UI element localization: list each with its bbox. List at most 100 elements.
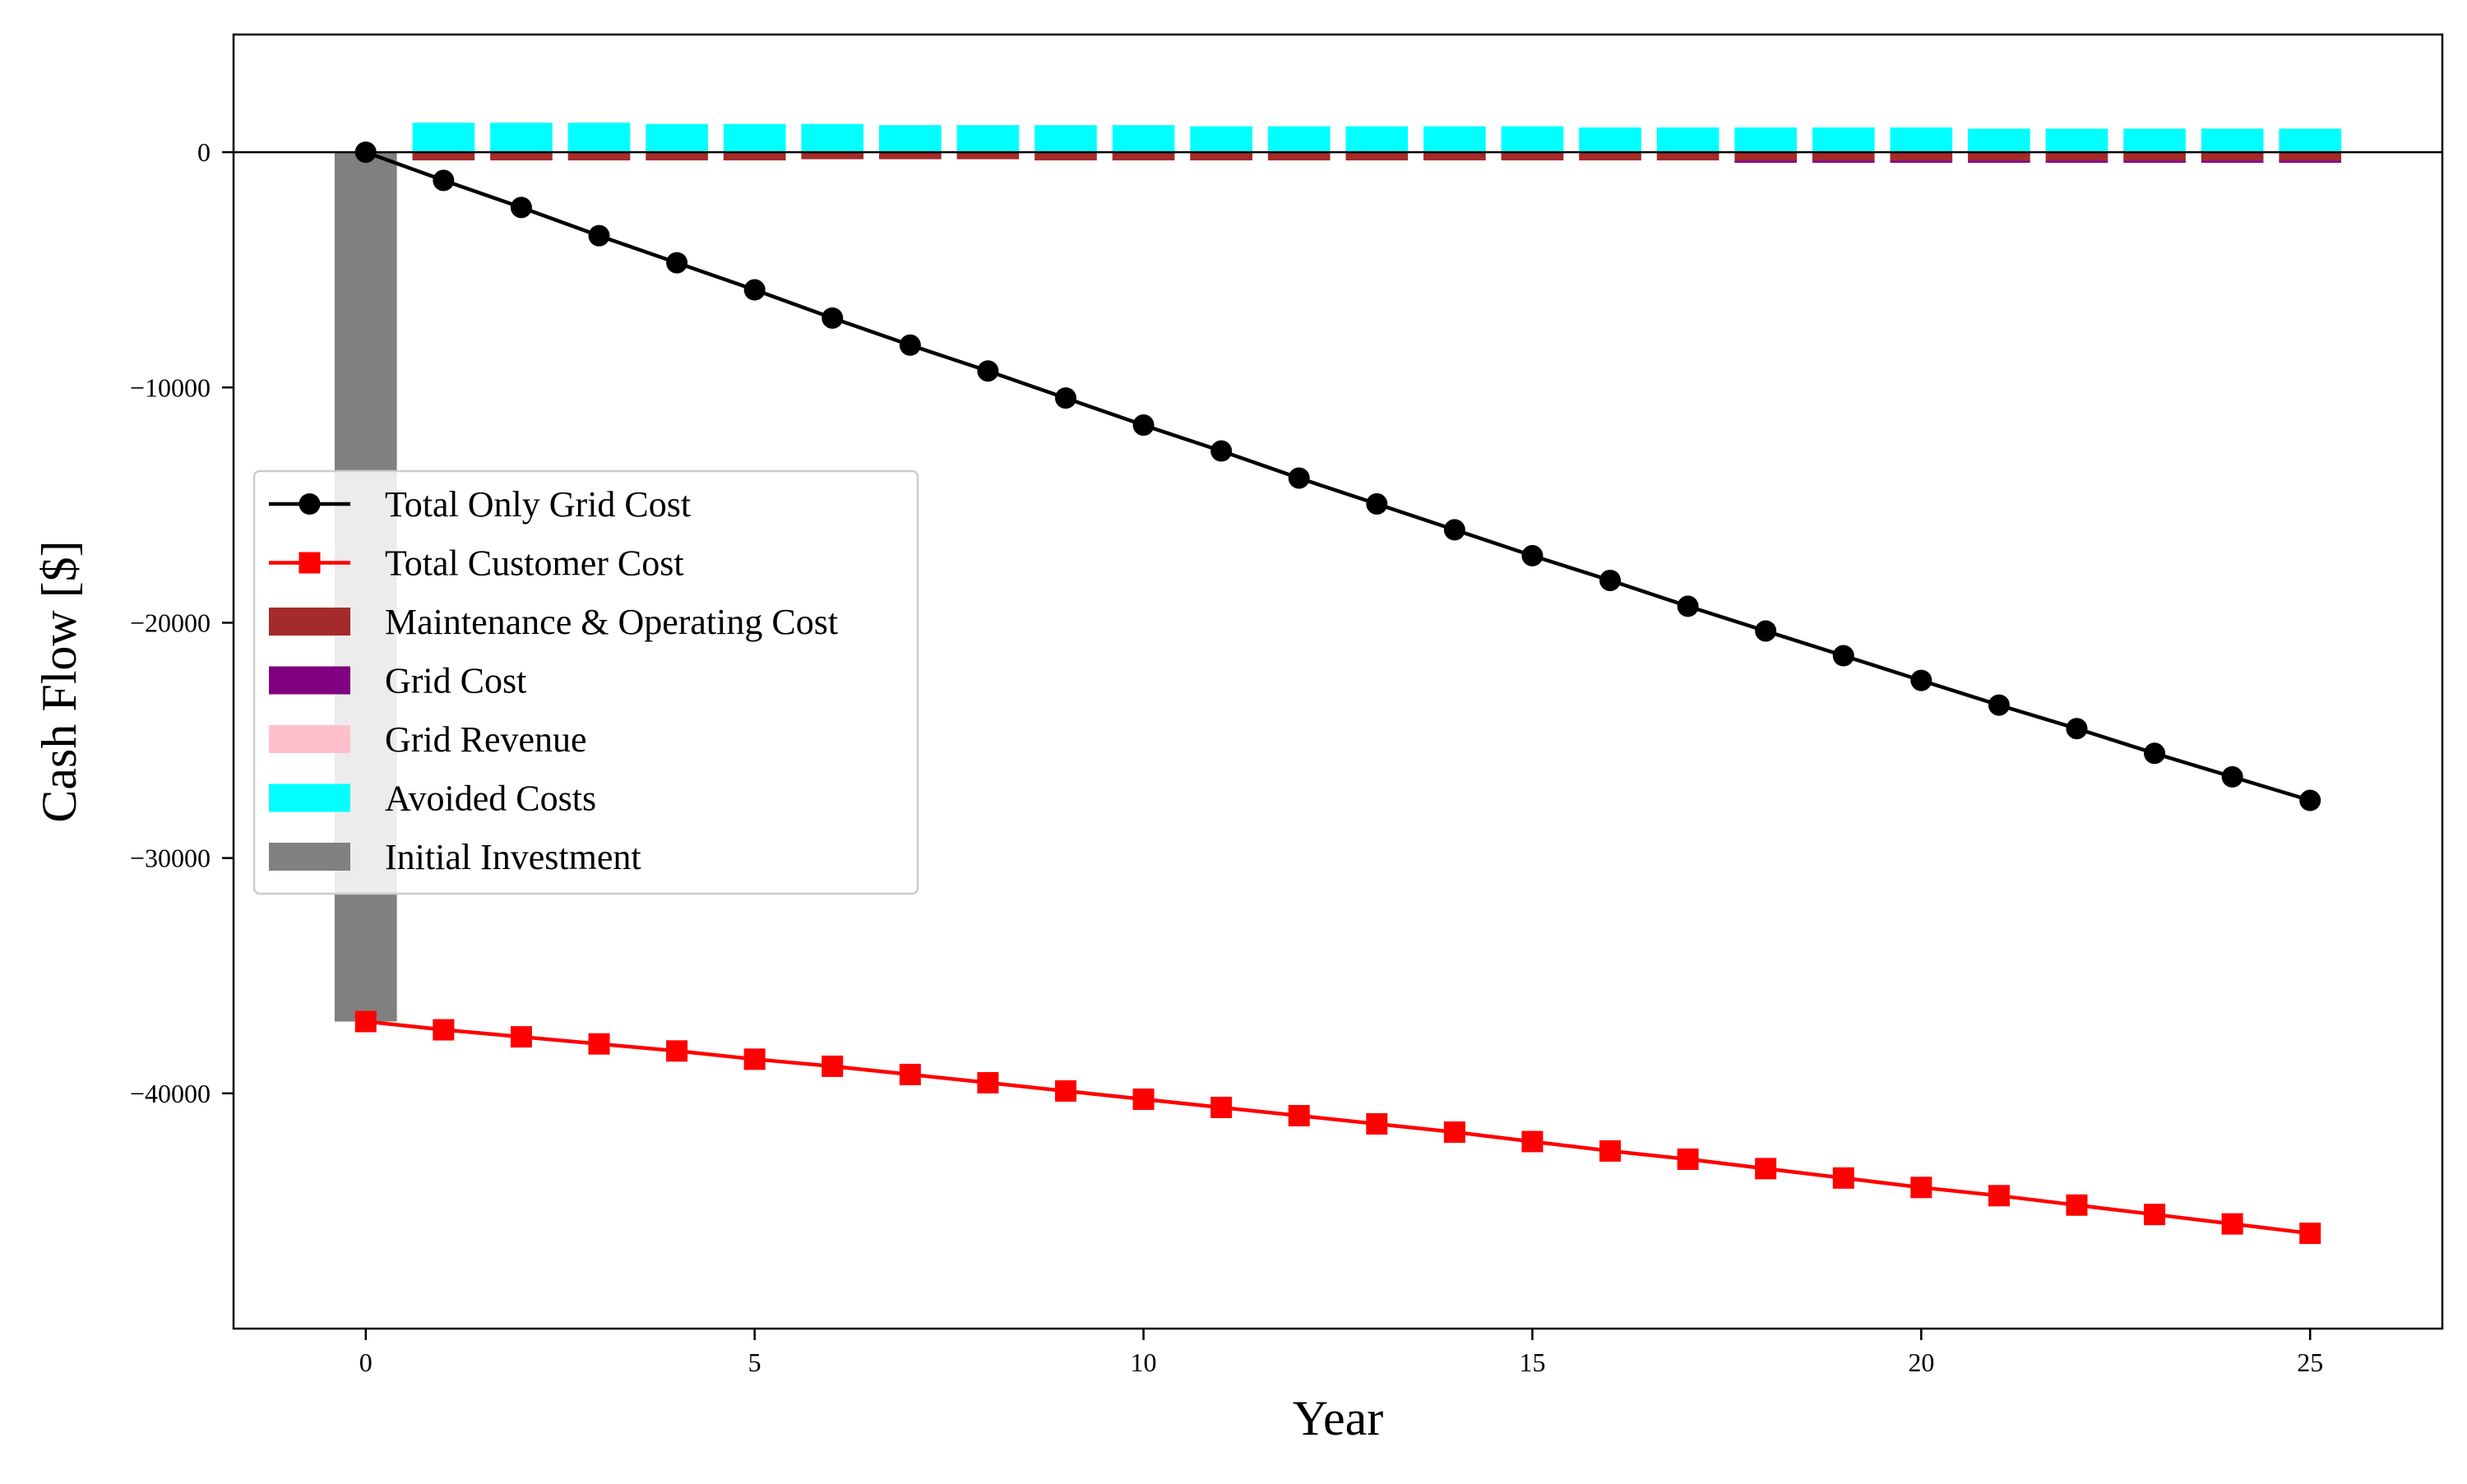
total-customer-cost-point — [1910, 1177, 1932, 1199]
grid-cost-legend-swatch — [269, 666, 350, 695]
total-only-grid-cost-point — [743, 279, 766, 301]
total-customer-cost-point — [1521, 1130, 1544, 1153]
total-customer-cost-legend-label: Total Customer Cost — [385, 543, 684, 584]
grid-cost-legend-label: Grid Cost — [385, 661, 526, 701]
total-customer-cost-point — [1443, 1121, 1465, 1144]
avoided-costs-legend-label: Avoided Costs — [385, 779, 596, 819]
total-customer-cost-point — [743, 1048, 766, 1070]
avoided-costs-bar — [1734, 127, 1798, 153]
total-customer-cost-line — [365, 1019, 2311, 1236]
avoided-costs-legend-swatch — [269, 784, 350, 812]
grid-cost-bar — [2045, 160, 2108, 163]
total-customer-cost-point — [899, 1063, 921, 1085]
total-customer-cost-point — [1677, 1148, 1699, 1170]
total-only-grid-cost-point — [1054, 387, 1076, 409]
avoided-costs-bar — [956, 125, 1020, 153]
x-tick-label: 25 — [2297, 1348, 2323, 1377]
total-only-grid-cost-point — [1832, 645, 1854, 667]
maintenance-and-operating-cost-bar — [1812, 152, 1875, 161]
total-only-grid-cost-point — [588, 224, 610, 247]
avoided-costs-bar — [1423, 126, 1486, 153]
total-only-grid-cost-point — [2299, 789, 2321, 811]
maintenance-and-operating-cost-legend-label: Maintenance & Operating Cost — [385, 602, 838, 642]
ticks-layer: 0 5 10 15 20 25 0 −10000 −20000 −30000 −40000 — [130, 137, 2323, 1377]
total-only-grid-cost-point — [1755, 620, 1777, 642]
total-customer-cost-point — [1288, 1105, 1310, 1127]
total-only-grid-cost-point — [2144, 742, 2166, 765]
total-only-grid-cost-point — [1288, 467, 1310, 489]
legend: Total Only Grid Cost Total Customer Cost M… — [252, 469, 919, 895]
total-only-grid-cost-point — [2066, 718, 2088, 740]
maintenance-and-operating-cost-bar — [2123, 152, 2186, 161]
total-only-grid-cost-point — [1521, 544, 1544, 566]
y-tick-label: −20000 — [130, 608, 211, 637]
total-customer-cost-point — [1054, 1079, 1076, 1102]
maintenance-and-operating-cost-bar — [1345, 152, 1409, 161]
total-only-grid-cost-point — [899, 334, 921, 356]
total-customer-cost-point — [354, 1010, 377, 1033]
avoided-costs-bar — [1112, 125, 1175, 153]
maintenance-and-operating-cost-bar — [1267, 152, 1331, 161]
total-only-grid-cost-legend-label: Total Only Grid Cost — [385, 484, 691, 525]
maintenance-and-operating-cost-bar — [801, 152, 864, 159]
maintenance-and-operating-cost-bar — [1501, 152, 1564, 161]
avoided-costs-bar — [801, 123, 864, 153]
total-customer-cost-point — [2144, 1204, 2166, 1226]
maintenance-and-operating-cost-bar — [567, 152, 631, 161]
avoided-costs-bar — [646, 123, 708, 153]
maintenance-and-operating-cost-bar — [412, 152, 475, 161]
x-tick-label: 10 — [1131, 1348, 1157, 1377]
y-tick-label: −40000 — [130, 1079, 211, 1108]
maintenance-and-operating-cost-bar — [2045, 152, 2108, 161]
maintenance-and-operating-cost-bar — [723, 152, 786, 161]
grid-cost-bar — [1890, 160, 1953, 163]
avoided-costs-bar — [490, 123, 553, 153]
grid-cost-bar — [1968, 160, 2030, 163]
grid-revenue-legend-swatch — [269, 725, 350, 753]
grid-revenue-legend-label: Grid Revenue — [385, 719, 587, 760]
avoided-costs-bar — [723, 123, 786, 153]
total-customer-cost-point — [977, 1071, 999, 1093]
avoided-costs-bar — [2279, 128, 2342, 153]
avoided-costs-bar — [1190, 126, 1252, 153]
total-only-grid-cost-point — [433, 169, 455, 192]
grid-cost-bar — [2201, 160, 2264, 163]
legend-box — [252, 469, 919, 895]
total-customer-cost-point — [2066, 1194, 2088, 1216]
total-customer-cost-point — [822, 1055, 844, 1077]
initial-investment-legend-label: Initial Investment — [385, 837, 641, 877]
avoided-costs-bar — [2045, 128, 2108, 153]
avoided-costs-bar — [1034, 125, 1097, 153]
total-only-grid-cost-point — [1677, 595, 1699, 617]
total-customer-cost-point — [2299, 1223, 2321, 1245]
avoided-costs-bar — [1656, 127, 1719, 153]
total-only-grid-cost-point — [510, 196, 532, 219]
grid-cost-bar — [1734, 160, 1798, 163]
total-customer-cost-point — [1755, 1158, 1777, 1180]
x-axis-title: Year — [1293, 1391, 1384, 1445]
avoided-costs-bar — [1267, 126, 1331, 153]
total-customer-cost-point — [1599, 1140, 1622, 1162]
maintenance-and-operating-cost-bar — [1423, 152, 1486, 161]
x-tick-label: 15 — [1519, 1348, 1545, 1377]
total-customer-cost-point — [1988, 1185, 2010, 1207]
grid-cost-bar — [1812, 160, 1875, 163]
avoided-costs-bar — [567, 123, 631, 153]
maintenance-and-operating-cost-bar — [1734, 152, 1798, 161]
x-tick-label: 0 — [359, 1348, 373, 1377]
total-only-grid-cost-point — [1366, 492, 1388, 515]
total-only-grid-cost-point — [1210, 440, 1233, 462]
legend-items: Total Only Grid Cost Total Customer Cost M… — [269, 484, 838, 877]
avoided-costs-bar — [412, 123, 475, 153]
y-tick-label: −30000 — [130, 844, 211, 873]
avoided-costs-bar — [1890, 127, 1953, 153]
total-customer-cost-point — [666, 1040, 688, 1062]
avoided-costs-bar — [878, 125, 942, 153]
initial-investment-legend-swatch — [269, 843, 350, 871]
total-only-grid-cost-point — [1443, 519, 1465, 541]
grid-cost-bar — [2123, 160, 2186, 163]
total-customer-cost-point — [510, 1026, 532, 1048]
maintenance-and-operating-cost-bar — [1656, 152, 1719, 161]
total-only-grid-cost-point — [1910, 669, 1932, 691]
